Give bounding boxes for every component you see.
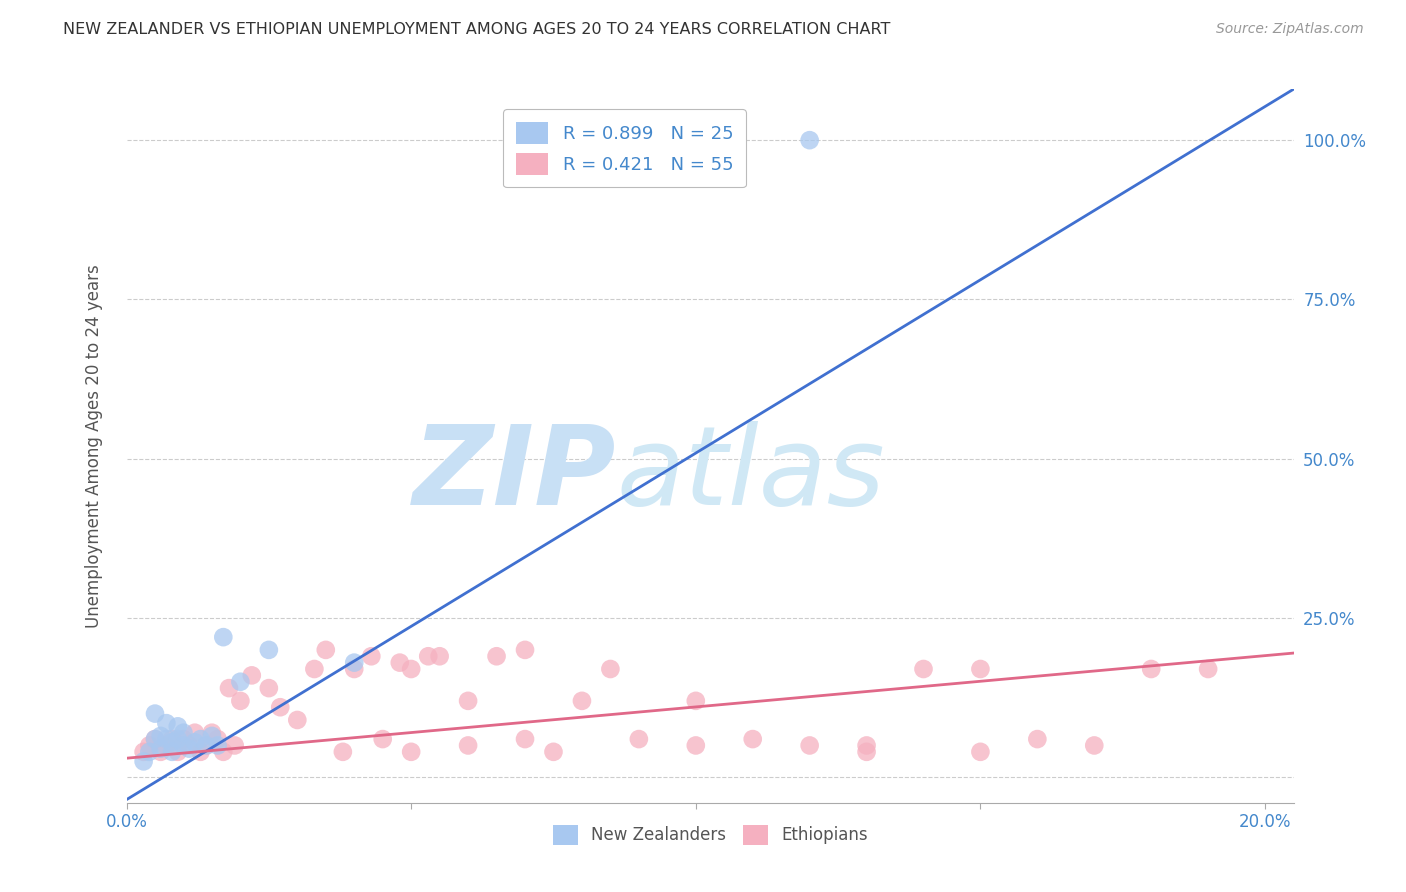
Point bbox=[132, 745, 155, 759]
Legend: New Zealanders, Ethiopians: New Zealanders, Ethiopians bbox=[546, 818, 875, 852]
Point bbox=[332, 745, 354, 759]
Point bbox=[212, 745, 235, 759]
Point bbox=[685, 694, 707, 708]
Point bbox=[599, 662, 621, 676]
Point bbox=[513, 732, 536, 747]
Point bbox=[207, 739, 229, 753]
Text: NEW ZEALANDER VS ETHIOPIAN UNEMPLOYMENT AMONG AGES 20 TO 24 YEARS CORRELATION CH: NEW ZEALANDER VS ETHIOPIAN UNEMPLOYMENT … bbox=[63, 22, 890, 37]
Point bbox=[485, 649, 508, 664]
Point bbox=[799, 739, 821, 753]
Point bbox=[912, 662, 935, 676]
Point bbox=[172, 732, 194, 747]
Point bbox=[1083, 739, 1105, 753]
Point bbox=[143, 706, 166, 721]
Point bbox=[799, 133, 821, 147]
Point bbox=[399, 662, 422, 676]
Point bbox=[190, 732, 212, 747]
Point bbox=[218, 681, 240, 695]
Point bbox=[969, 745, 991, 759]
Point bbox=[195, 739, 218, 753]
Point bbox=[457, 694, 479, 708]
Point bbox=[143, 732, 166, 747]
Point bbox=[190, 745, 212, 759]
Point bbox=[138, 745, 160, 759]
Point bbox=[212, 630, 235, 644]
Point bbox=[224, 739, 246, 753]
Point bbox=[1026, 732, 1049, 747]
Point bbox=[429, 649, 451, 664]
Point bbox=[240, 668, 263, 682]
Point bbox=[855, 739, 877, 753]
Point bbox=[155, 732, 177, 747]
Point bbox=[969, 662, 991, 676]
Point bbox=[179, 741, 201, 756]
Point bbox=[685, 739, 707, 753]
Point bbox=[543, 745, 565, 759]
Point bbox=[229, 694, 252, 708]
Point bbox=[343, 656, 366, 670]
Point bbox=[166, 719, 188, 733]
Point bbox=[166, 745, 188, 759]
Point bbox=[155, 739, 177, 753]
Point bbox=[229, 674, 252, 689]
Point bbox=[149, 729, 172, 743]
Point bbox=[269, 700, 291, 714]
Point bbox=[741, 732, 763, 747]
Point bbox=[149, 741, 172, 756]
Point bbox=[155, 716, 177, 731]
Point bbox=[160, 732, 183, 747]
Point bbox=[172, 725, 194, 739]
Point bbox=[1140, 662, 1163, 676]
Point bbox=[132, 755, 155, 769]
Point bbox=[166, 732, 188, 747]
Point bbox=[143, 732, 166, 747]
Point bbox=[388, 656, 411, 670]
Point bbox=[138, 739, 160, 753]
Point bbox=[172, 739, 194, 753]
Point bbox=[855, 745, 877, 759]
Point bbox=[304, 662, 326, 676]
Point bbox=[371, 732, 394, 747]
Point bbox=[179, 739, 201, 753]
Point bbox=[457, 739, 479, 753]
Point bbox=[184, 735, 207, 749]
Point bbox=[160, 735, 183, 749]
Point bbox=[201, 729, 224, 743]
Point bbox=[315, 643, 337, 657]
Point bbox=[207, 732, 229, 747]
Point bbox=[399, 745, 422, 759]
Point bbox=[285, 713, 308, 727]
Text: ZIP: ZIP bbox=[413, 421, 617, 528]
Point bbox=[257, 643, 280, 657]
Point bbox=[343, 662, 366, 676]
Point bbox=[195, 739, 218, 753]
Point bbox=[627, 732, 650, 747]
Point bbox=[149, 745, 172, 759]
Point bbox=[1197, 662, 1219, 676]
Point bbox=[418, 649, 440, 664]
Y-axis label: Unemployment Among Ages 20 to 24 years: Unemployment Among Ages 20 to 24 years bbox=[84, 264, 103, 628]
Text: Source: ZipAtlas.com: Source: ZipAtlas.com bbox=[1216, 22, 1364, 37]
Point bbox=[571, 694, 593, 708]
Point bbox=[160, 745, 183, 759]
Point bbox=[257, 681, 280, 695]
Point bbox=[513, 643, 536, 657]
Point bbox=[184, 725, 207, 739]
Text: atlas: atlas bbox=[617, 421, 886, 528]
Point bbox=[360, 649, 382, 664]
Point bbox=[201, 725, 224, 739]
